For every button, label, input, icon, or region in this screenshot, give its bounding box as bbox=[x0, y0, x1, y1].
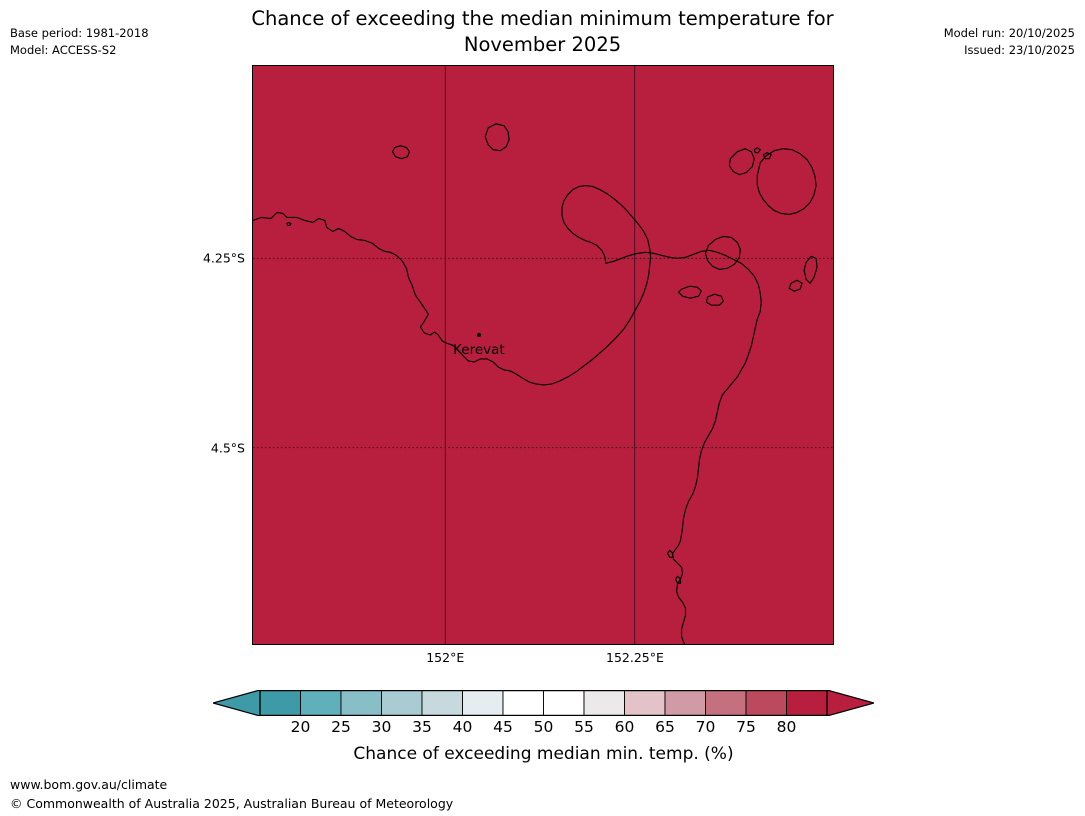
longitude-axis: 152°E 152.25°E bbox=[252, 650, 834, 670]
colorbar bbox=[213, 690, 874, 716]
coastline-islet-cluster-c bbox=[803, 255, 818, 284]
colorbar-segment bbox=[786, 690, 828, 716]
latitude-tick-label: 4.5°S bbox=[210, 440, 245, 456]
colorbar-graphic bbox=[213, 690, 874, 716]
colorbar-tick-label: 55 bbox=[574, 718, 594, 736]
model-text: Model: ACCESS-S2 bbox=[10, 43, 117, 57]
colorbar-over-arrow bbox=[826, 690, 874, 716]
coastline-island-north-centre bbox=[484, 123, 510, 152]
colorbar-segment bbox=[300, 690, 342, 716]
colorbar-tick-label: 70 bbox=[695, 718, 716, 736]
coastline-islet-cluster-a bbox=[677, 285, 703, 299]
coastline-island-south-lobe bbox=[704, 235, 741, 270]
colorbar-under-arrow bbox=[213, 690, 261, 716]
colorbar-segment bbox=[705, 690, 747, 716]
coastline-gazelle-peninsula bbox=[253, 185, 652, 386]
coastline-speck-b bbox=[762, 152, 772, 160]
longitude-tick-label: 152°E bbox=[426, 650, 465, 665]
footer-website[interactable]: www.bom.gov.au/climate bbox=[10, 777, 168, 792]
map-graphic bbox=[253, 66, 833, 644]
colorbar-tick-label: 65 bbox=[655, 718, 675, 736]
map-container[interactable]: Kerevat bbox=[252, 65, 834, 645]
colorbar-segment bbox=[583, 690, 625, 716]
colorbar-tick-label: 25 bbox=[331, 718, 351, 736]
coastline-inlet-a bbox=[666, 549, 674, 558]
colorbar-segment bbox=[381, 690, 423, 716]
coastline-islet-cluster-d bbox=[788, 279, 803, 292]
colorbar-tick-label: 30 bbox=[371, 718, 392, 736]
colorbar-tick-label: 75 bbox=[736, 718, 756, 736]
colorbar-axis-label: Chance of exceeding median min. temp. (%… bbox=[353, 744, 734, 764]
map-panel[interactable]: Kerevat bbox=[252, 65, 834, 645]
colorbar-segment bbox=[421, 690, 463, 716]
base-period-text: Base period: 1981-2018 bbox=[10, 26, 149, 40]
colorbar-tick-label: 40 bbox=[452, 718, 473, 736]
colorbar-segment bbox=[259, 690, 301, 716]
footer-copyright: © Commonwealth of Australia 2025, Austra… bbox=[10, 796, 454, 811]
colorbar-segment bbox=[462, 690, 504, 716]
coastline-east-new-britain bbox=[671, 310, 761, 644]
colorbar-tick-labels: 20 25 30 35 40 45 50 55 60 65 70 75 80 bbox=[213, 718, 874, 740]
longitude-tick-label: 152.25°E bbox=[606, 650, 664, 665]
colorbar-segment bbox=[745, 690, 787, 716]
coastline-islet-northwest bbox=[286, 221, 292, 227]
coastline-island-new-ireland-main bbox=[756, 148, 817, 216]
coastline-group bbox=[253, 123, 818, 644]
colorbar-segment bbox=[340, 690, 382, 716]
model-run-text: Model run: 20/10/2025 bbox=[943, 26, 1075, 40]
coastline-islet-cluster-b bbox=[705, 293, 724, 306]
city-marker-kerevat bbox=[476, 333, 481, 338]
colorbar-segment bbox=[624, 690, 666, 716]
colorbar-tick-label: 20 bbox=[290, 718, 311, 736]
latitude-tick-label: 4.25°S bbox=[202, 250, 245, 266]
issued-text: Issued: 23/10/2025 bbox=[964, 43, 1075, 57]
colorbar-segment bbox=[502, 690, 544, 716]
coastline-inlet-b bbox=[674, 575, 682, 584]
colorbar-tick-label: 45 bbox=[493, 718, 513, 736]
page-title: Chance of exceeding the median minimum t… bbox=[251, 7, 834, 56]
header-metadata-left: Base period: 1981-2018 Model: ACCESS-S2 bbox=[10, 25, 149, 59]
colorbar-outline bbox=[259, 690, 828, 716]
latitude-axis: 4.25°S 4.5°S bbox=[150, 65, 245, 645]
city-label-kerevat: Kerevat bbox=[453, 342, 505, 359]
colorbar-tick-label: 60 bbox=[614, 718, 635, 736]
colorbar-tick-label: 80 bbox=[776, 718, 797, 736]
coastline-speck-a bbox=[753, 147, 761, 154]
colorbar-tick-label: 50 bbox=[533, 718, 554, 736]
colorbar-segment bbox=[543, 690, 585, 716]
coastline-north-east bbox=[605, 249, 762, 312]
header-metadata-right: Model run: 20/10/2025 Issued: 23/10/2025 bbox=[944, 25, 1075, 59]
coastline-island-upper-left bbox=[728, 148, 755, 176]
footer: www.bom.gov.au/climate © Commonwealth of… bbox=[10, 775, 453, 813]
colorbar-segment bbox=[664, 690, 706, 716]
colorbar-tick-label: 35 bbox=[412, 718, 432, 736]
coastline-island-watom bbox=[391, 145, 411, 160]
